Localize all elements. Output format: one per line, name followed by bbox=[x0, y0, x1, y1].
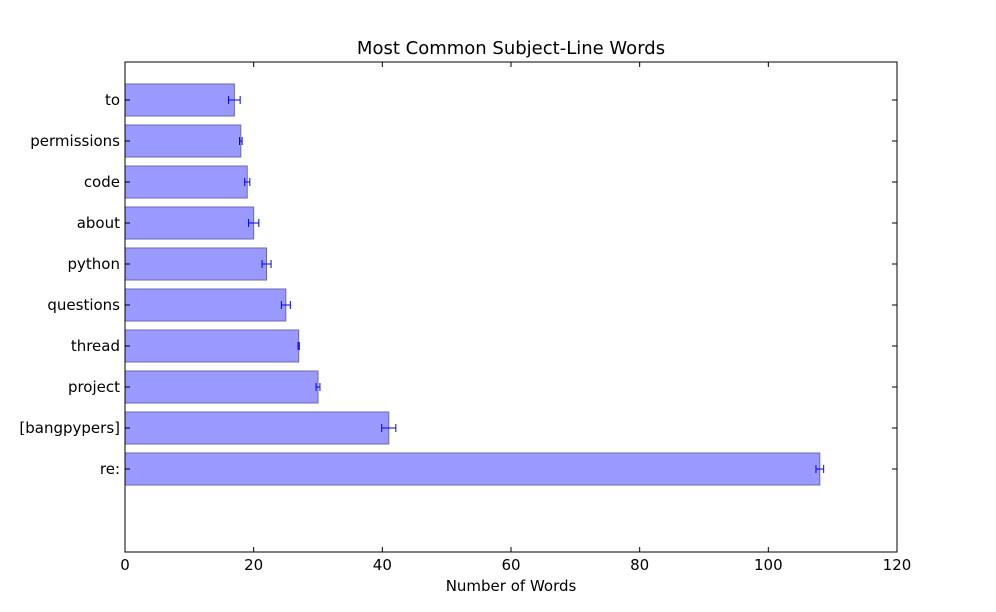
x-tick-label-0: 0 bbox=[120, 556, 130, 574]
x-tick-label-5: 100 bbox=[754, 556, 783, 574]
chart-title: Most Common Subject-Line Words bbox=[357, 38, 665, 59]
y-tick-label-7: code bbox=[84, 173, 120, 191]
x-tick-label-4: 80 bbox=[630, 556, 649, 574]
x-tick-label-3: 60 bbox=[501, 556, 520, 574]
y-tick-label-8: permissions bbox=[30, 132, 120, 150]
bar-1 bbox=[125, 412, 389, 444]
bar-9 bbox=[125, 84, 234, 116]
bar-6 bbox=[125, 207, 254, 239]
bar-3 bbox=[125, 330, 299, 362]
bar-2 bbox=[125, 371, 318, 403]
bar-5 bbox=[125, 248, 267, 280]
x-tick-label-2: 40 bbox=[373, 556, 392, 574]
bar-4 bbox=[125, 289, 286, 321]
x-axis-label: Number of Words bbox=[446, 577, 577, 595]
bars-layer bbox=[125, 84, 820, 485]
x-tick-label-6: 120 bbox=[883, 556, 912, 574]
bar-7 bbox=[125, 166, 247, 198]
y-tick-label-4: questions bbox=[47, 296, 120, 314]
y-tick-label-3: thread bbox=[71, 337, 120, 355]
bar-8 bbox=[125, 125, 241, 157]
y-tick-label-6: about bbox=[77, 214, 120, 232]
y-tick-label-0: re: bbox=[100, 460, 120, 478]
y-tick-label-5: python bbox=[68, 255, 120, 273]
bar-0 bbox=[125, 453, 820, 485]
x-tick-label-1: 20 bbox=[244, 556, 263, 574]
y-tick-label-1: [bangpypers] bbox=[19, 419, 120, 437]
y-tick-label-2: project bbox=[68, 378, 120, 396]
y-tick-label-9: to bbox=[105, 91, 120, 109]
